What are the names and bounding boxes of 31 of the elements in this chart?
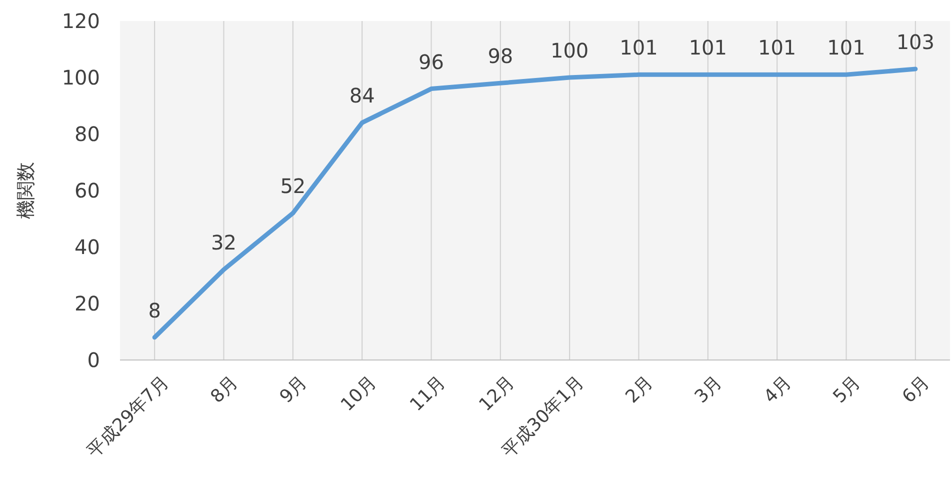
x-tick-label: 3月 bbox=[690, 372, 726, 408]
data-label: 103 bbox=[896, 30, 935, 54]
x-tick-label: 4月 bbox=[760, 372, 796, 408]
data-label: 8 bbox=[148, 298, 161, 322]
x-tick-label: 9月 bbox=[276, 372, 312, 408]
y-tick-label: 0 bbox=[87, 348, 100, 372]
data-label: 100 bbox=[550, 38, 589, 62]
data-label: 96 bbox=[418, 50, 444, 74]
data-label: 84 bbox=[349, 84, 375, 108]
data-label: 101 bbox=[827, 36, 866, 60]
y-tick-label: 40 bbox=[74, 235, 100, 259]
y-tick-label: 60 bbox=[74, 178, 100, 202]
data-label: 32 bbox=[211, 230, 236, 255]
y-tick-label: 20 bbox=[74, 292, 100, 316]
x-tick-label: 8月 bbox=[206, 372, 242, 408]
data-label: 52 bbox=[280, 174, 306, 198]
y-tick-label: 80 bbox=[74, 122, 100, 146]
y-tick-label: 100 bbox=[62, 66, 100, 90]
x-tick-label: 平成29年7月 bbox=[83, 372, 174, 462]
y-axis-title: 機関数 bbox=[15, 162, 37, 219]
x-tick-label: 2月 bbox=[622, 372, 658, 408]
data-label: 101 bbox=[688, 36, 728, 60]
x-tick-label: 5月 bbox=[829, 372, 865, 408]
x-tick-label: 6月 bbox=[898, 372, 934, 408]
x-tick-label: 10月 bbox=[336, 372, 381, 416]
x-tick-label: 11月 bbox=[406, 372, 450, 416]
data-label: 101 bbox=[758, 36, 796, 60]
data-label: 101 bbox=[620, 36, 658, 60]
data-label: 98 bbox=[488, 44, 514, 68]
y-tick-label: 120 bbox=[62, 9, 100, 33]
x-tick-label: 12月 bbox=[475, 372, 519, 416]
